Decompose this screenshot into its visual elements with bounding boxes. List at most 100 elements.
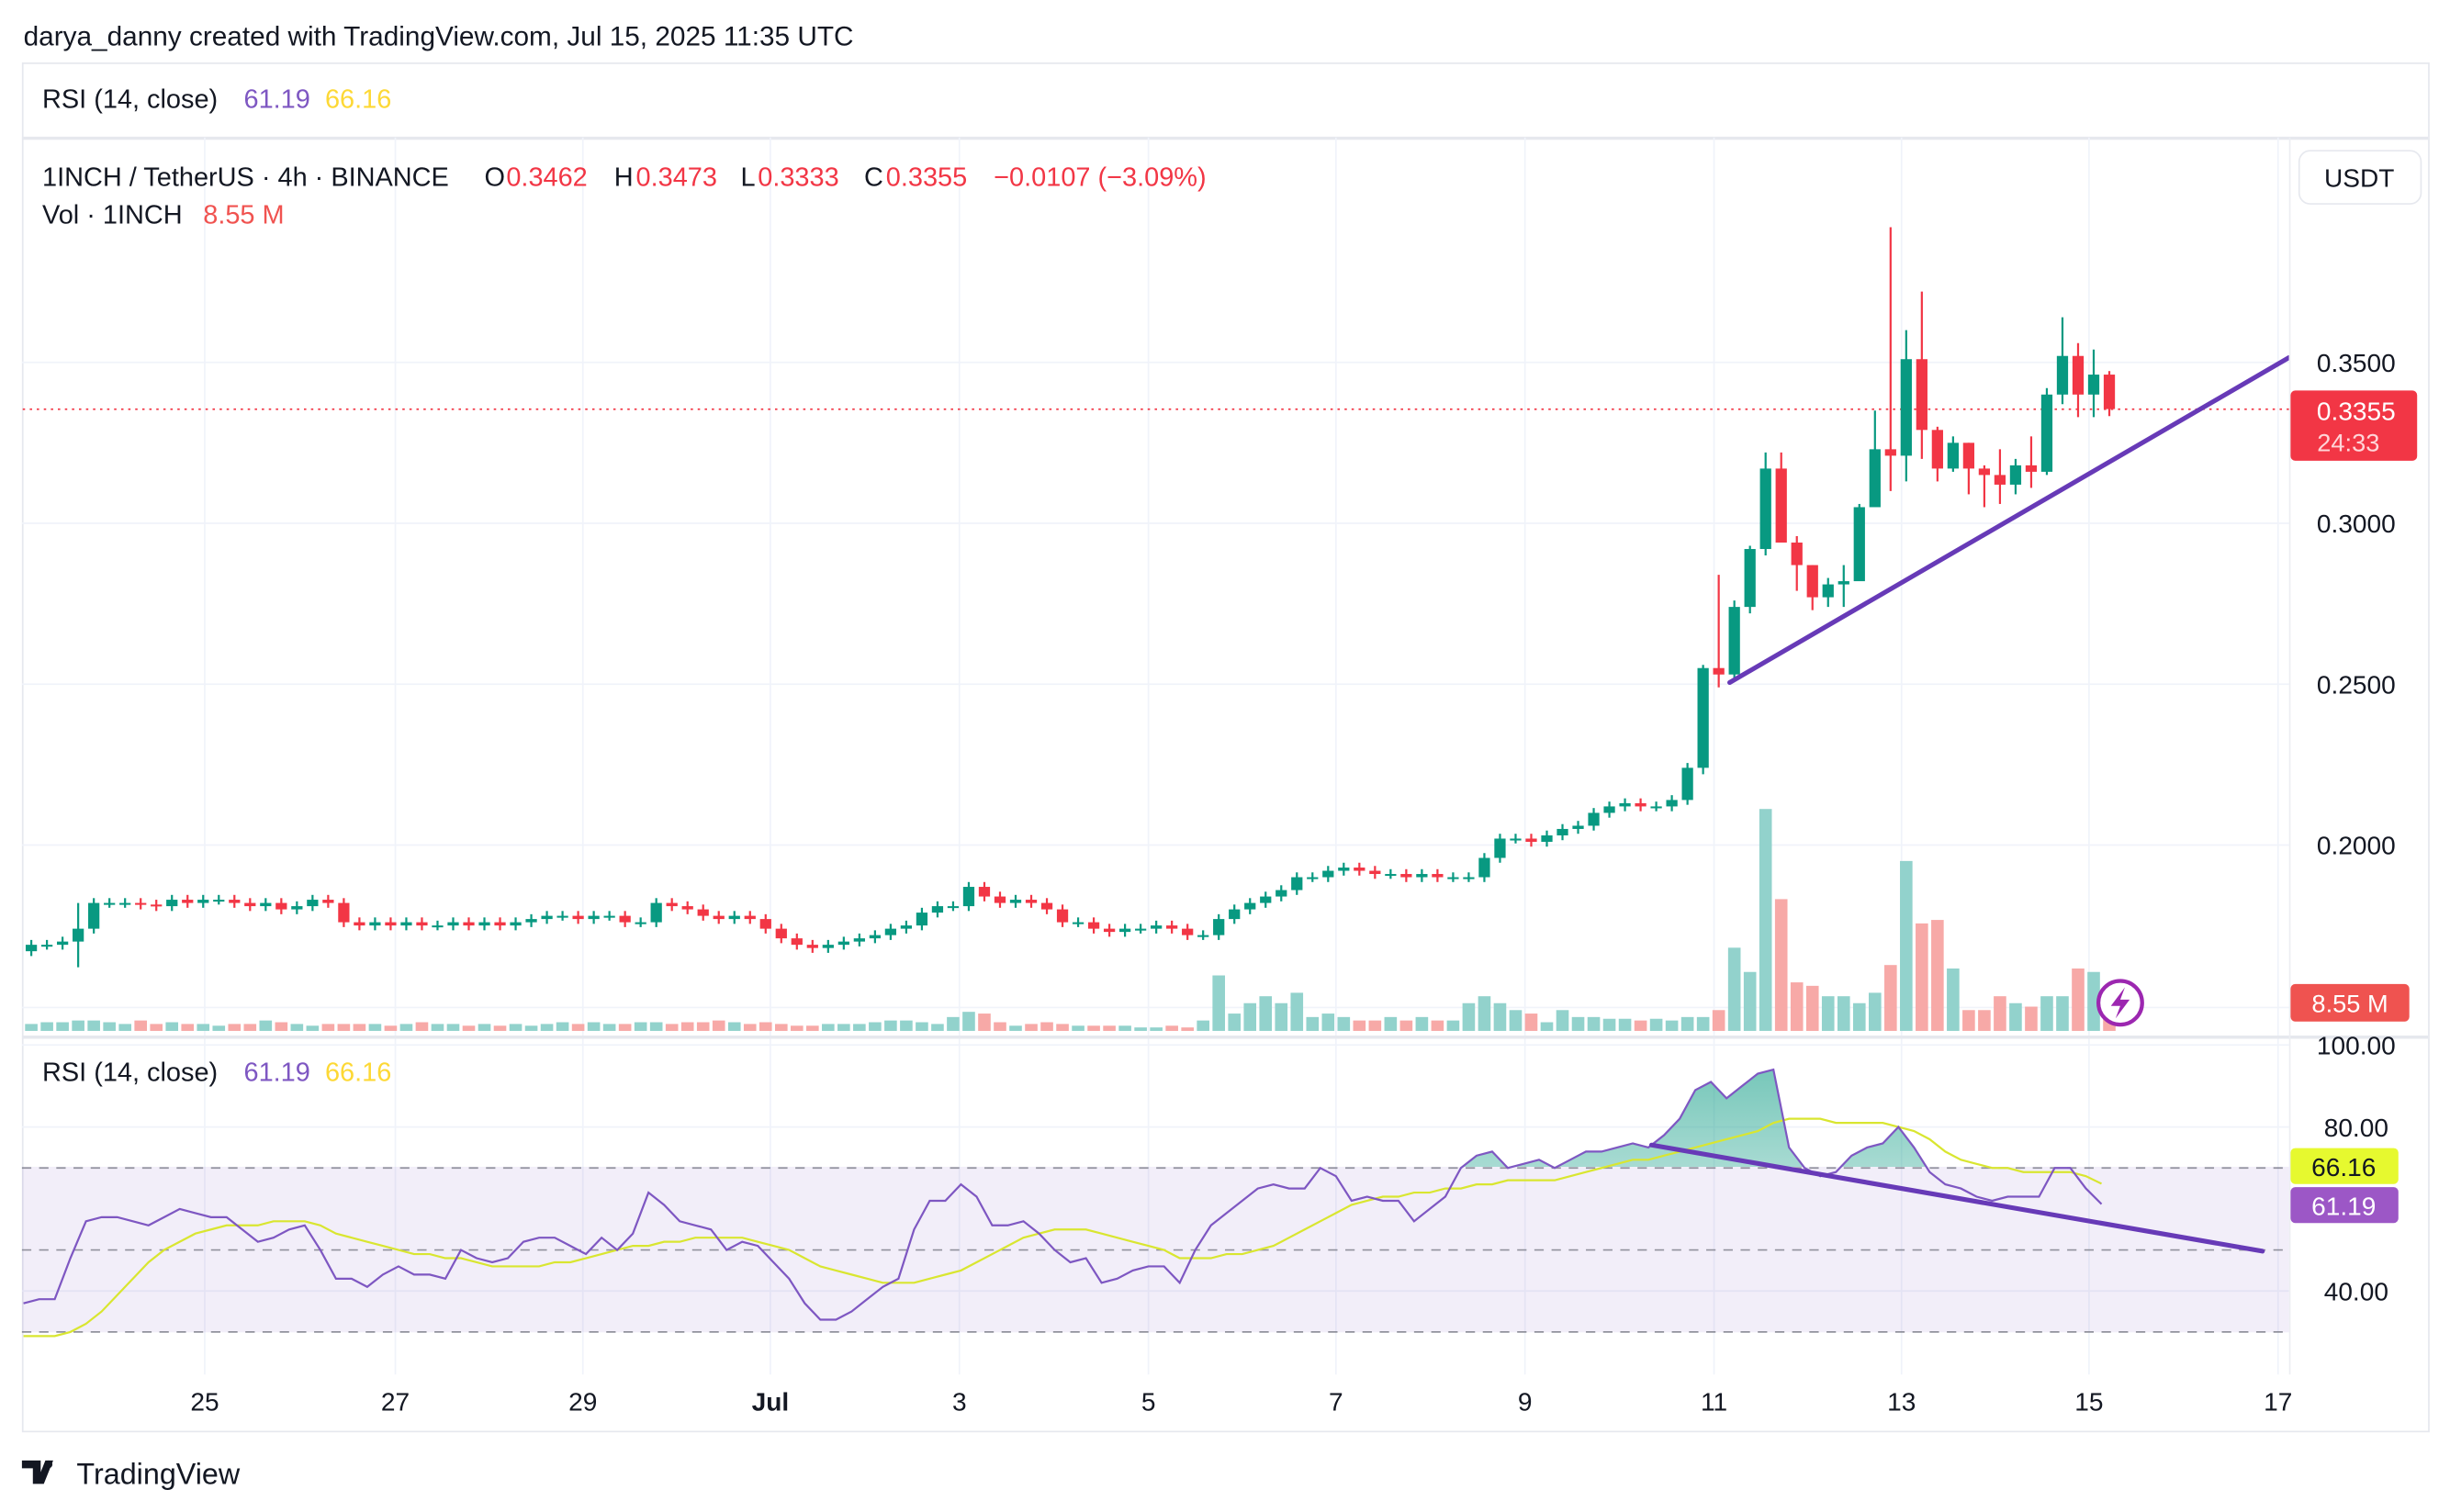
volume-bar xyxy=(1696,1016,1710,1031)
time-tick-label: 27 xyxy=(381,1387,410,1416)
volume-bar xyxy=(1962,1010,1975,1031)
candle-body xyxy=(1103,928,1116,933)
candle-body xyxy=(1056,909,1069,923)
volume-bar xyxy=(165,1022,179,1031)
candle-body xyxy=(291,906,303,910)
trendlines[interactable] xyxy=(1648,354,2289,1254)
volume-bar xyxy=(1727,947,1741,1031)
candle-body xyxy=(1775,468,1787,543)
candle-body xyxy=(2072,355,2085,395)
tradingview-logo[interactable]: TradingView xyxy=(21,1457,241,1490)
candle-body xyxy=(260,902,272,907)
volume-bar xyxy=(1602,1018,1616,1031)
candle xyxy=(744,911,756,924)
rsi-pane-label[interactable]: RSI (14, close) xyxy=(42,1058,218,1087)
volume-bar xyxy=(1478,996,1491,1031)
candle xyxy=(1025,894,1038,908)
volume-bar xyxy=(1837,996,1850,1031)
volume-bar xyxy=(1978,1010,1991,1031)
time-tick-label: 5 xyxy=(1141,1387,1156,1416)
volume-bar xyxy=(290,1024,304,1031)
candle-body xyxy=(869,935,882,939)
symbol-title[interactable]: 1INCH / TetherUS · 4h · BINANCE xyxy=(42,162,449,192)
candle-body xyxy=(1900,359,1912,456)
volume-bar xyxy=(259,1020,273,1031)
rsi-ma-badge-text: 66.16 xyxy=(2311,1153,2376,1182)
candle xyxy=(1541,830,1553,847)
volume-bar xyxy=(571,1024,585,1031)
candle xyxy=(478,917,490,931)
candle xyxy=(166,894,178,912)
candle-body xyxy=(1603,806,1615,813)
candles xyxy=(25,227,2116,968)
currency-label[interactable]: USDT xyxy=(2324,163,2394,192)
volume-label[interactable]: Vol · 1INCH xyxy=(42,200,183,230)
volume-bar xyxy=(853,1024,866,1031)
candle-body xyxy=(837,941,849,946)
candle xyxy=(2025,436,2038,488)
volume-bar xyxy=(181,1024,195,1031)
price-axis[interactable]: 0.3500 0.3000 0.2500 0.2000 xyxy=(2317,349,2396,860)
rsi-axis[interactable]: 100.00 80.00 40.00 xyxy=(2317,1031,2396,1305)
candle xyxy=(385,917,397,931)
attribution-text: darya_danny created with TradingView.com… xyxy=(24,21,854,51)
candle xyxy=(1056,904,1069,927)
currency-button[interactable]: USDT xyxy=(2298,150,2422,205)
candle xyxy=(1697,665,1709,775)
candle xyxy=(1118,924,1131,937)
candle xyxy=(1650,801,1662,812)
rsi-pane-value: 61.19 xyxy=(243,1058,309,1087)
candle xyxy=(354,917,365,931)
volume-bar xyxy=(931,1024,944,1031)
candle xyxy=(916,907,928,931)
candle xyxy=(1869,410,1881,508)
volume-bar xyxy=(869,1022,882,1031)
candle-body xyxy=(354,922,365,926)
candle xyxy=(1260,891,1272,908)
candle-body xyxy=(182,900,194,903)
rsi-lines xyxy=(23,1068,2103,1338)
candle xyxy=(962,881,975,912)
candle-body xyxy=(1478,857,1490,878)
candle xyxy=(588,911,600,924)
candle xyxy=(1744,545,1756,614)
candle-body xyxy=(1806,565,1818,598)
price-trendline xyxy=(1727,354,2289,686)
volume-bar xyxy=(1571,1016,1585,1031)
volume-bar xyxy=(1556,1010,1569,1031)
candle-body xyxy=(1151,925,1163,929)
candle-body xyxy=(1025,900,1038,903)
candle xyxy=(1400,868,1412,882)
volume-bar xyxy=(1353,1020,1366,1031)
candle-body xyxy=(775,928,787,939)
candle xyxy=(1369,866,1381,879)
candle xyxy=(275,898,287,914)
time-axis[interactable]: 25 27 29 Jul 3 5 7 9 11 13 15 17 xyxy=(190,1387,2292,1416)
candle xyxy=(900,920,913,934)
candle-body xyxy=(1447,877,1459,879)
candle-body xyxy=(962,887,975,907)
volume-bar xyxy=(1228,1014,1242,1031)
candle xyxy=(1072,917,1085,927)
candle xyxy=(650,898,662,927)
volume-bar xyxy=(712,1020,725,1031)
volume-bar xyxy=(1524,1014,1538,1031)
candle xyxy=(884,924,897,940)
lightning-button[interactable] xyxy=(2096,979,2144,1027)
candle xyxy=(1853,503,1865,582)
volume-bar xyxy=(1399,1020,1413,1031)
volume-bar xyxy=(415,1022,429,1031)
candle-body xyxy=(1385,874,1397,877)
candle xyxy=(1182,924,1194,940)
volume-bar xyxy=(1680,1016,1694,1031)
candle xyxy=(681,901,693,914)
rsi-pane-ma-value: 66.16 xyxy=(325,1058,391,1087)
candle xyxy=(1338,862,1350,876)
volume-bar xyxy=(243,1024,257,1031)
rsi-badge-text: 61.19 xyxy=(2311,1193,2376,1221)
candle-body xyxy=(900,925,913,929)
candle-body xyxy=(2087,375,2100,395)
candle-body xyxy=(275,902,287,910)
time-tick-label: 7 xyxy=(1329,1387,1343,1416)
